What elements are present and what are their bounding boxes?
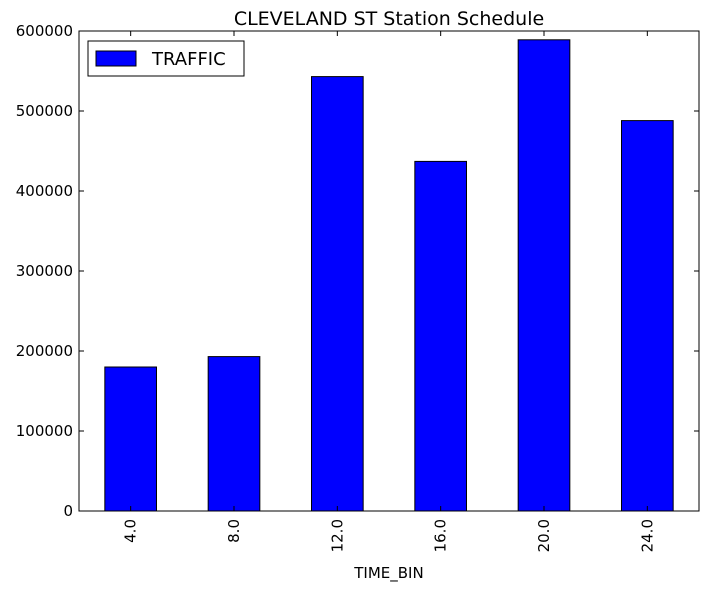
bar-8.0 bbox=[207, 356, 261, 512]
legend: TRAFFIC bbox=[87, 40, 245, 77]
x-axis: 4.0 8.0 12.0 16.0 20.0 24.0 bbox=[122, 31, 656, 552]
x-tick-label: 20.0 bbox=[535, 519, 553, 552]
y-tick-label: 300000 bbox=[16, 262, 73, 280]
y-axis: 0 100000 200000 300000 400000 500000 600000 bbox=[16, 22, 699, 520]
chart-title: CLEVELAND ST Station Schedule bbox=[234, 8, 544, 30]
x-tick-label: 24.0 bbox=[638, 519, 656, 552]
y-tick-label: 200000 bbox=[16, 342, 73, 360]
bar-20.0 bbox=[517, 39, 571, 512]
x-tick-label: 16.0 bbox=[432, 519, 450, 552]
y-tick-label: 100000 bbox=[16, 422, 73, 440]
bar-16.0 bbox=[414, 160, 468, 512]
legend-label: TRAFFIC bbox=[151, 49, 226, 70]
x-axis-label: TIME_BIN bbox=[353, 564, 423, 583]
x-tick-label: 4.0 bbox=[122, 519, 140, 543]
x-tick-label: 8.0 bbox=[225, 519, 243, 543]
legend-swatch bbox=[95, 50, 137, 67]
plot-frame bbox=[78, 30, 700, 512]
y-tick-label: 0 bbox=[63, 502, 73, 520]
y-tick-label: 600000 bbox=[16, 22, 73, 40]
bars-group bbox=[104, 39, 674, 512]
y-tick-label: 500000 bbox=[16, 102, 73, 120]
x-tick-label: 12.0 bbox=[328, 519, 346, 552]
y-tick-label: 400000 bbox=[16, 182, 73, 200]
bar-4.0 bbox=[104, 366, 158, 512]
bar-24.0 bbox=[621, 120, 674, 512]
bar-12.0 bbox=[311, 76, 364, 512]
